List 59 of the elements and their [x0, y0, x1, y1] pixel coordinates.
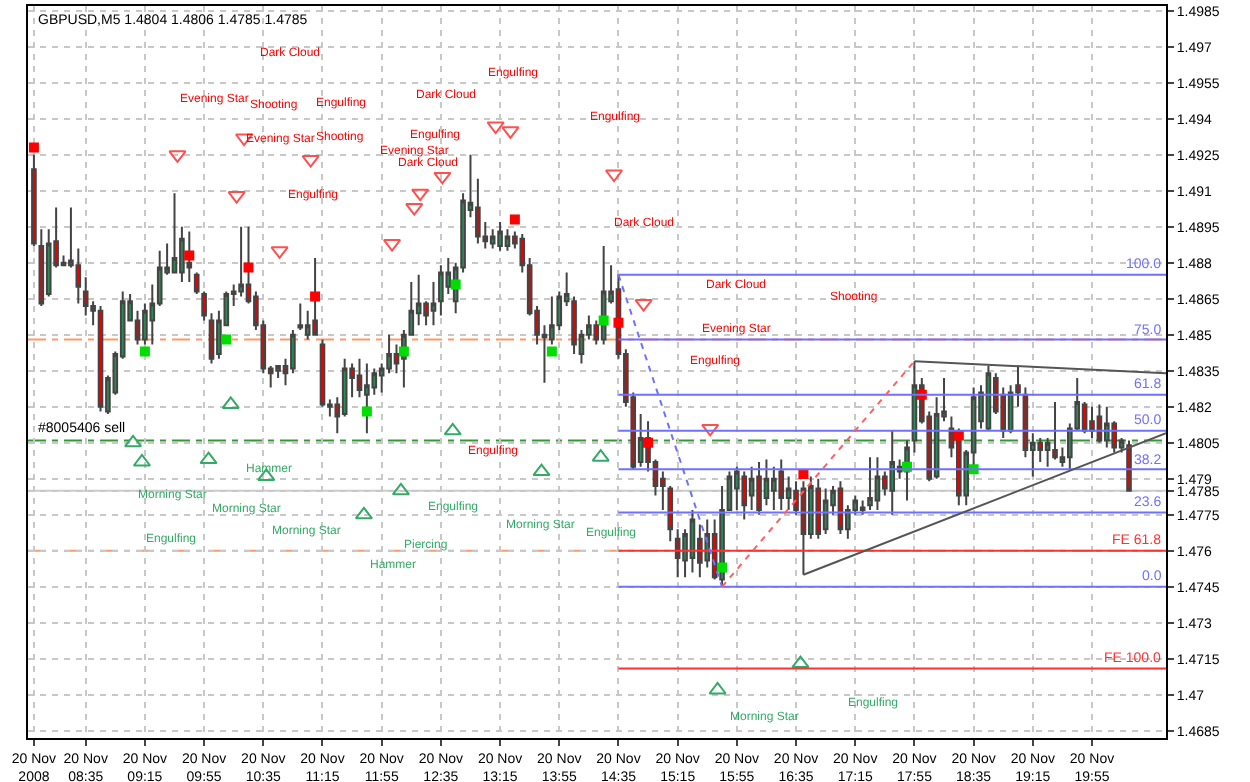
- candlestick: [674, 528, 681, 579]
- point: [354, 506, 373, 520]
- candlestick: [1096, 403, 1103, 444]
- candlestick: [778, 458, 785, 511]
- point: [798, 469, 809, 479]
- candlestick: [689, 509, 696, 574]
- candlestick: [489, 228, 496, 250]
- point: [221, 334, 232, 345]
- point: [184, 250, 195, 261]
- point: [791, 655, 810, 669]
- candlestick: [504, 228, 511, 252]
- point: [598, 315, 609, 326]
- point: [613, 317, 624, 328]
- point: [546, 346, 557, 357]
- candlestick: [171, 192, 178, 274]
- candlestick: [208, 312, 215, 365]
- candlestick: [430, 281, 437, 327]
- candlestick: [741, 470, 748, 521]
- point: [443, 422, 462, 436]
- point: [411, 188, 430, 202]
- point: [450, 279, 461, 290]
- candlestick: [815, 477, 822, 540]
- point: [243, 262, 254, 273]
- candlestick: [1126, 439, 1132, 492]
- candlestick: [763, 458, 770, 507]
- point: [361, 406, 372, 417]
- candlestick: [319, 338, 326, 408]
- candlestick: [867, 456, 873, 511]
- candlestick: [82, 276, 89, 317]
- point: [398, 346, 409, 357]
- point: [433, 171, 452, 185]
- candlestick: [822, 487, 829, 535]
- point: [643, 437, 654, 448]
- candlestick: [312, 257, 318, 336]
- candlestick: [874, 456, 881, 511]
- point: [509, 214, 520, 225]
- point: [391, 482, 410, 496]
- candlestick: [238, 225, 244, 298]
- point: [953, 430, 964, 441]
- point: [532, 463, 551, 477]
- point: [310, 291, 321, 302]
- point: [139, 346, 150, 357]
- candlestick: [97, 305, 104, 413]
- candlestick: [364, 362, 370, 435]
- point: [123, 434, 143, 448]
- candlestick: [497, 221, 503, 252]
- candlestick: [1104, 405, 1110, 449]
- candlestick: [771, 465, 777, 511]
- point: [199, 451, 218, 465]
- candlestick: [800, 480, 807, 576]
- point: [717, 562, 728, 573]
- candlestick: [889, 429, 896, 516]
- point: [28, 142, 39, 153]
- candlestick: [1052, 401, 1058, 461]
- candlestick: [186, 230, 193, 283]
- candlestick: [756, 461, 762, 516]
- candlestick: [438, 264, 444, 317]
- point: [701, 423, 720, 437]
- candlestick: [1089, 405, 1095, 439]
